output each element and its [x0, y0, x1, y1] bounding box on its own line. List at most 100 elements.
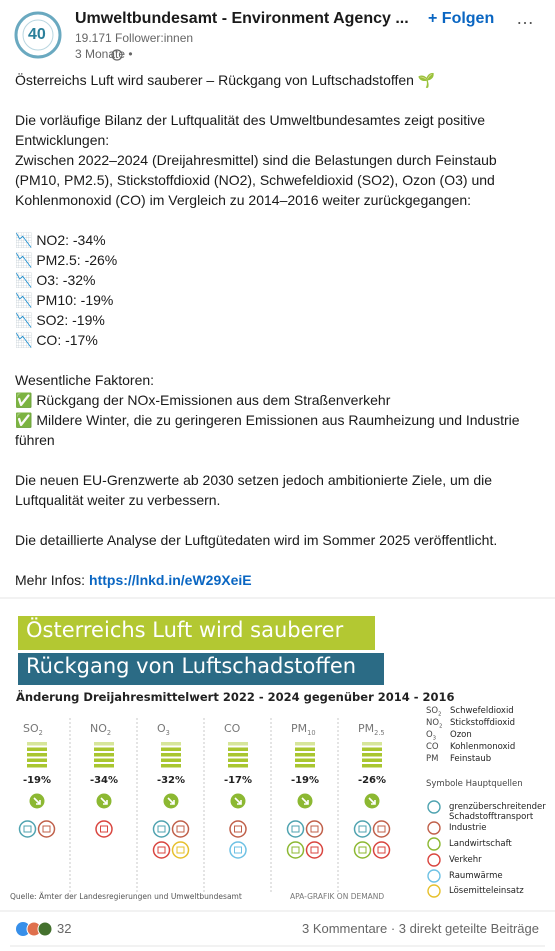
trend-arrow [167, 797, 175, 805]
text-line: Luftqualität weiter zu verbessern. [15, 492, 221, 508]
legend-icon [427, 837, 441, 851]
text-line: ✅ Rückgang der NOx-Emissionen aus dem St… [15, 392, 391, 408]
bar-segment [94, 764, 114, 768]
legend-name: Stickstoffdioxid [450, 718, 515, 728]
source-glyph [234, 846, 242, 854]
source-icon [229, 841, 247, 859]
legend-icon [427, 884, 441, 898]
post-stats[interactable]: 3 Kommentare · 3 direkt geteilte Beiträg… [301, 921, 539, 936]
formula-sub: 2 [439, 723, 443, 730]
text-line: Die detaillierte Analyse der Luftgütedat… [15, 532, 498, 548]
source-icon [305, 820, 324, 838]
post-text: Österreichs Luft wird sauberer – Rückgan… [15, 70, 520, 590]
paragraph: Wesentliche Faktoren: ✅ Rückgang der NOx-… [15, 370, 520, 450]
source-glyph [377, 825, 386, 833]
source-icon [353, 841, 372, 859]
formula: PM2.5 [358, 722, 398, 737]
text-line: Die vorläufige Bilanz der Luftqualität d… [15, 112, 486, 128]
reaction-icon [37, 921, 53, 937]
bar-segment [161, 747, 181, 751]
sources-title: Symbole Hauptquellen [426, 779, 523, 789]
change-value: -32% [156, 775, 186, 786]
more-label: Mehr Infos: [15, 572, 86, 588]
formula-base: CO [426, 742, 439, 752]
formula-base: O [157, 722, 166, 735]
bar-segment [362, 764, 382, 768]
formula-sub: 2 [106, 729, 112, 738]
subtitle-box [18, 653, 384, 685]
source-name: Industrie [449, 823, 487, 833]
info-heading: Änderung Dreijahresmittelwert 2022 - 202… [16, 690, 455, 704]
bar-segment [94, 747, 114, 751]
source-glyph [291, 825, 300, 833]
source-icon [286, 820, 305, 838]
info-title: Österreichs Luft wird sauberer [26, 618, 344, 642]
text-line: Wesentliche Faktoren: [15, 372, 155, 388]
source-icon [372, 820, 391, 838]
legend-icon [427, 869, 441, 883]
source-icon [353, 820, 372, 838]
bar-segment [94, 753, 114, 757]
text-line: 📉 NO2: -34% [15, 232, 106, 248]
paragraph: Die vorläufige Bilanz der Luftqualität d… [15, 110, 520, 210]
bar-segment [27, 742, 47, 746]
bar-segment [295, 758, 315, 762]
formula-base: NO [426, 718, 440, 728]
author-name[interactable]: Umweltbundesamt - Environment Agency ... [75, 10, 409, 27]
more-button[interactable]: … [516, 8, 534, 28]
formula: SO2 [426, 706, 441, 718]
bar-segment [228, 742, 248, 746]
bar-segment [362, 758, 382, 762]
formula: CO [224, 722, 264, 735]
source-name: Landwirtschaft [449, 839, 512, 849]
reaction-icon [16, 922, 30, 936]
source-glyph [358, 825, 367, 833]
source-glyph [157, 825, 166, 833]
source-glyph [42, 825, 51, 833]
source-icon [37, 820, 56, 838]
source-glyph [23, 825, 32, 833]
text-line: führen [15, 432, 55, 448]
link[interactable]: https://lnkd.in/eW29XeiE [89, 572, 252, 588]
reaction-count[interactable]: 32 [57, 921, 72, 936]
globe-icon [111, 49, 123, 61]
bar-segment [228, 764, 248, 768]
source-glyph [157, 846, 166, 854]
bar-segment [295, 764, 315, 768]
bar-segment [362, 747, 382, 751]
bar-segment [161, 764, 181, 768]
bar-segment [27, 747, 47, 751]
logo-ring [22, 19, 54, 51]
bar-segment [228, 747, 248, 751]
text-line: Zwischen 2022–2024 (Dreijahresmittel) si… [15, 152, 497, 168]
source-glyph [310, 846, 319, 854]
formula-base: CO [224, 722, 241, 735]
bar-segment [94, 742, 114, 746]
logo[interactable] [14, 11, 62, 59]
bar-segment [161, 742, 181, 746]
text-line: 📉 PM10: -19% [15, 292, 114, 308]
text-line: Kohlenmonoxid (CO) im Vergleich zu 2014–… [15, 192, 472, 208]
formula-sub: 3 [165, 729, 170, 738]
text-line: Die neuen EU-Grenzwerte ab 2030 setzen j… [15, 472, 493, 488]
source-icon [305, 841, 324, 859]
change-value: -19% [290, 775, 320, 786]
bar-segment [228, 758, 248, 762]
formula: PM [426, 754, 438, 764]
agency: APA-GRAFIK ON DEMAND [290, 892, 385, 901]
formula: O3 [157, 722, 197, 737]
paragraph: Österreichs Luft wird sauberer – Rückgan… [15, 70, 520, 90]
formula-base: SO [426, 706, 439, 716]
source-glyph [234, 825, 242, 833]
formula-base: PM [426, 754, 439, 764]
text-line: 📉 SO2: -19% [15, 312, 105, 328]
source-name: Raumwärme [449, 871, 503, 881]
follow-button[interactable]: + Folgen [428, 10, 495, 27]
formula-base: PM [358, 722, 375, 735]
bar-segment [295, 742, 315, 746]
paragraph: Die neuen EU-Grenzwerte ab 2030 setzen j… [15, 470, 520, 510]
source-icon [95, 820, 113, 838]
formula-base: SO [23, 722, 39, 735]
source-glyph [377, 846, 386, 854]
